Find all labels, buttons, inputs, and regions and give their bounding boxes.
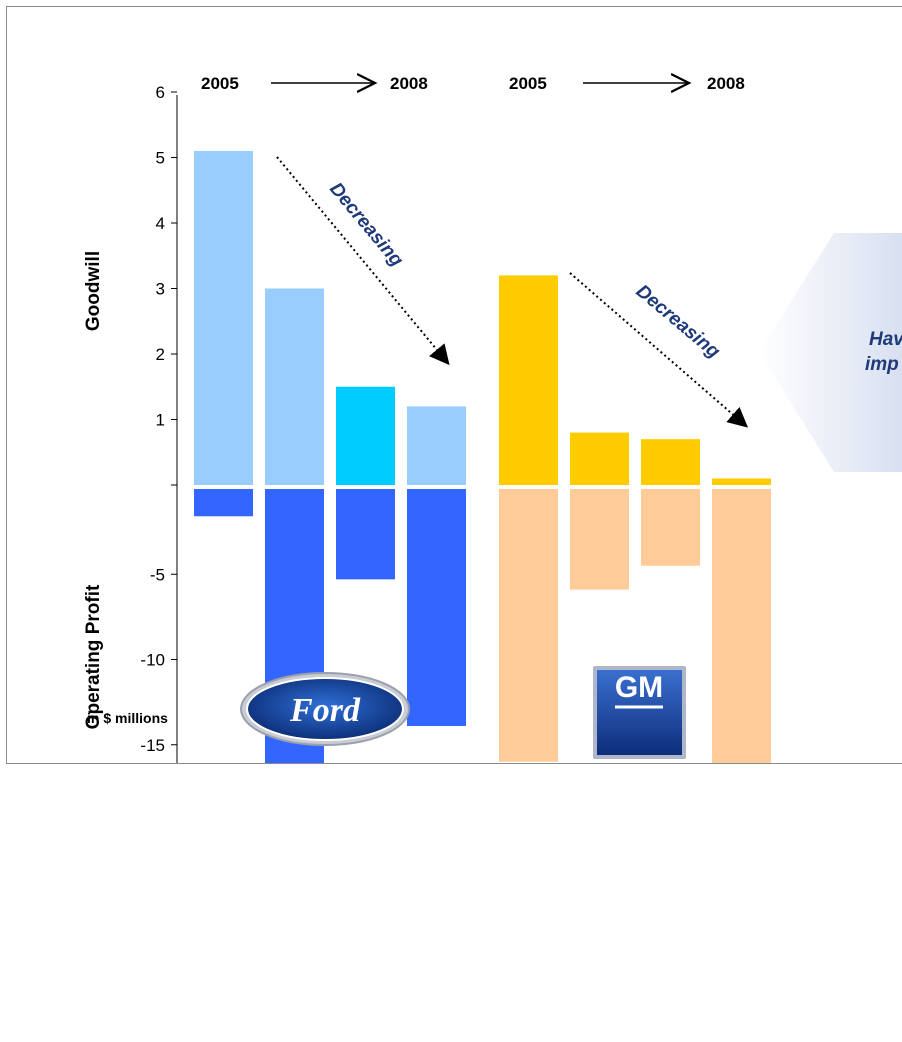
ford-operating-profit-bar-4 <box>407 489 466 726</box>
gm-year-range: 2005 2008 <box>509 74 745 93</box>
gm-year-start: 2005 <box>509 74 547 93</box>
ford-trend-arrow <box>276 156 450 366</box>
gm-trend-arrow <box>569 272 749 428</box>
gm-operating-profit-bar-4 <box>712 489 771 763</box>
ford-logo: Ford <box>240 672 410 746</box>
y-tick-label-top: 4 <box>156 214 165 233</box>
y-tick-label-top: 3 <box>156 280 165 299</box>
ford-goodwill-bar-4 <box>407 406 466 485</box>
ford-decreasing-text: Decreasing <box>325 179 407 271</box>
ford-goodwill-bar-1 <box>194 150 253 485</box>
side-callout-text-1: Hav <box>869 329 902 350</box>
y-tick-label-top: 1 <box>156 411 165 430</box>
y-tick-label-bottom: -10 <box>140 651 165 670</box>
ford-logo-text: Ford <box>289 692 361 729</box>
gm-goodwill-bar-2 <box>570 432 629 485</box>
ylabel-operating-profit: Operating Profit <box>83 584 104 729</box>
ford-year-start: 2005 <box>201 74 239 93</box>
ylabel-goodwill: Goodwill <box>83 251 104 331</box>
gm-goodwill-bar-1 <box>499 275 558 485</box>
ford-goodwill-bar-2 <box>265 288 324 485</box>
ford-operating-profit-bar-1 <box>194 489 253 517</box>
gm-decreasing-text: Decreasing <box>632 281 724 363</box>
y-tick-label-top: 5 <box>156 149 165 168</box>
side-callout-text-2: imp <box>865 354 899 375</box>
units-label: in $ millions <box>87 710 168 726</box>
y-tick-label-bottom: -15 <box>140 736 165 755</box>
gm-logo: GM <box>593 666 686 759</box>
gm-decreasing-annotation: Decreasing <box>569 272 749 428</box>
gm-operating-profit-bar-1 <box>499 489 558 762</box>
ford-year-range: 2005 2008 <box>201 74 428 93</box>
gm-operating-profit-bar-2 <box>570 489 629 590</box>
side-callout: Hav imp <box>759 233 902 472</box>
gm-logo-text: GM <box>615 671 663 704</box>
side-callout-shape <box>759 233 902 472</box>
gm-year-end: 2008 <box>707 74 745 93</box>
gm-operating-profit-bar-3 <box>641 489 700 566</box>
y-tick-label-top: 6 <box>156 83 165 102</box>
y-tick-label-bottom: -5 <box>150 565 165 584</box>
ford-goodwill-bar-3 <box>336 386 395 485</box>
ford-operating-profit-bar-3 <box>336 489 395 580</box>
y-ticks-bottom: -5-10-15-20-25 <box>140 565 177 755</box>
ford-year-end: 2008 <box>390 74 428 93</box>
y-ticks-top: 1 2 3 4 5 6 <box>156 83 177 486</box>
gm-goodwill-bar-3 <box>641 439 700 485</box>
y-tick-label-top: 2 <box>156 345 165 364</box>
gm-goodwill-bar-4 <box>712 478 771 485</box>
